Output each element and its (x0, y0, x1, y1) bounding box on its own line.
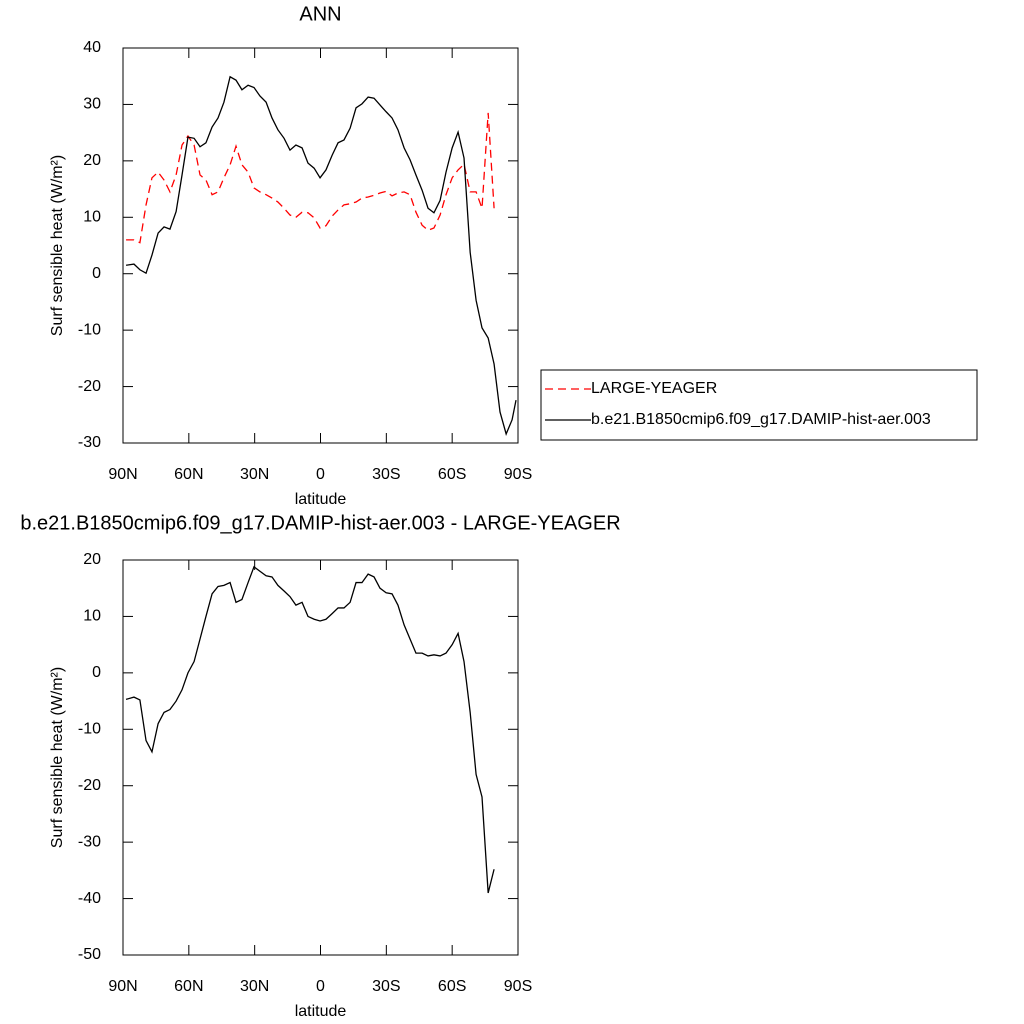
legend-box (540, 369, 978, 441)
legend: LARGE-YEAGER b.e21.B1850cmip6.f09_g17.DAM… (540, 369, 978, 441)
x-tick-label: 60N (174, 466, 203, 483)
plot-frame (122, 47, 519, 444)
legend-label: b.e21.B1850cmip6.f09_g17.DAMIP-hist-aer.… (591, 411, 931, 428)
y-tick-label: 0 (92, 265, 101, 282)
y-tick-label: 0 (92, 664, 101, 681)
y-axis-label: Surf sensible heat (W/m²) (49, 667, 66, 848)
y-tick-label: -20 (78, 777, 101, 794)
x-tick-label: 0 (316, 466, 325, 483)
y-tick-label: 40 (83, 39, 101, 56)
data-line (125, 565, 495, 894)
data-line (125, 75, 517, 436)
x-tick-label: 60S (438, 978, 466, 995)
chart-title: ANN (299, 3, 341, 25)
x-tick-label: 30N (240, 466, 269, 483)
y-tick-label: 20 (83, 152, 101, 169)
x-tick-label: 90S (504, 978, 532, 995)
y-tick-label: -10 (78, 721, 101, 738)
x-tick-label: 30S (372, 978, 400, 995)
y-tick-label: -50 (78, 946, 101, 963)
x-axis-label: latitude (295, 491, 347, 508)
y-tick-label: -30 (78, 434, 101, 451)
x-tick-label: 0 (316, 978, 325, 995)
x-tick-label: 30S (372, 466, 400, 483)
x-tick-label: 90S (504, 466, 532, 483)
y-tick-label: -20 (78, 378, 101, 395)
x-tick-label: 90N (108, 466, 137, 483)
chart-title: b.e21.B1850cmip6.f09_g17.DAMIP-hist-aer.… (20, 512, 620, 534)
y-tick-label: 10 (83, 209, 101, 226)
y-tick-label: -40 (78, 890, 101, 907)
x-axis-label: latitude (295, 1003, 347, 1020)
y-tick-label: -30 (78, 833, 101, 850)
y-tick-label: -10 (78, 321, 101, 338)
x-tick-label: 30N (240, 978, 269, 995)
y-axis-label: Surf sensible heat (W/m²) (49, 155, 66, 336)
plot-frame (122, 559, 519, 956)
x-tick-label: 90N (108, 978, 137, 995)
y-tick-label: 10 (83, 608, 101, 625)
y-tick-label: 20 (83, 551, 101, 568)
y-tick-label: 30 (83, 96, 101, 113)
x-tick-label: 60N (174, 978, 203, 995)
legend-label: LARGE-YEAGER (591, 380, 717, 397)
x-tick-label: 60S (438, 466, 466, 483)
